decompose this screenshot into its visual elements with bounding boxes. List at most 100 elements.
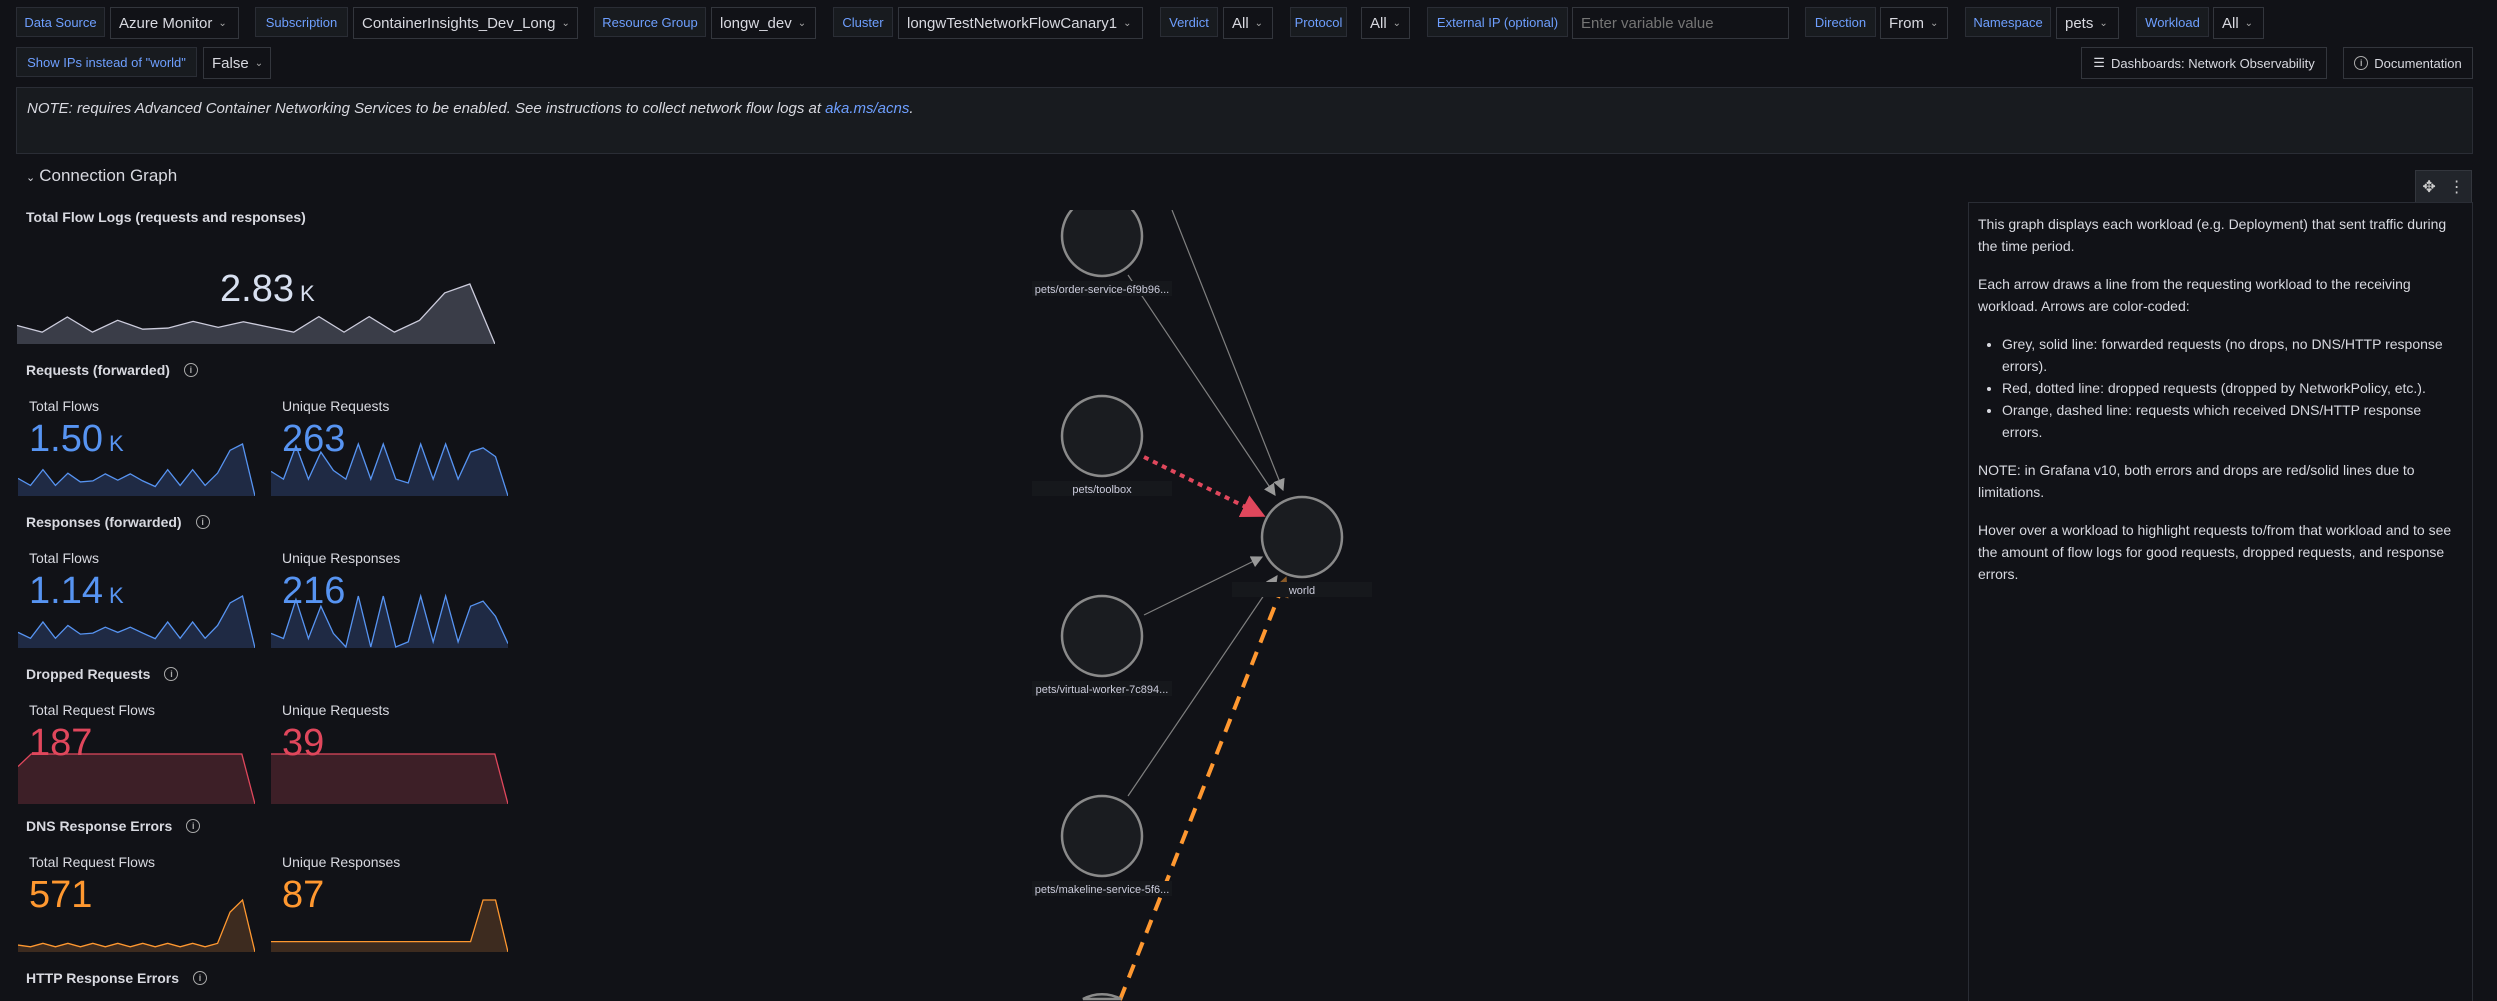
stat-label: Unique Requests	[282, 398, 390, 414]
external-ip-input[interactable]	[1572, 7, 1789, 39]
stat-label: Unique Responses	[282, 550, 401, 566]
node-label-background	[1032, 281, 1172, 296]
connection-graph[interactable]: pets/order-service-6f9b96... pets/toolbox…	[520, 210, 1960, 1001]
data-source-label: Data Source	[16, 7, 105, 37]
stat-label: Total Request Flows	[29, 854, 156, 870]
namespace-select[interactable]: pets ⌄	[2056, 7, 2119, 39]
namespace-label: Namespace	[1965, 7, 2051, 37]
protocol-select[interactable]: All ⌄	[1361, 7, 1410, 39]
panel-title-text: Requests (forwarded)	[26, 362, 170, 378]
chevron-down-icon: ⌄	[2244, 17, 2254, 29]
node-label: pets/makeline-service-5f6...	[1035, 884, 1170, 896]
responses-sparkline	[18, 595, 255, 648]
verdict-label: Verdict	[1160, 7, 1218, 37]
node-label: pets/virtual-worker-7c894...	[1036, 684, 1169, 696]
edge-forwarded[interactable]	[1143, 556, 1264, 616]
sparkline-area	[271, 444, 508, 496]
stat-value: 571	[29, 876, 98, 919]
sparkline-line	[18, 595, 255, 648]
sparkline-area	[17, 284, 495, 344]
info-icon[interactable]: i	[193, 971, 208, 985]
show-ips-select[interactable]: False ⌄	[203, 47, 271, 79]
info-icon[interactable]: i	[186, 819, 201, 833]
stat-number: 39	[282, 722, 325, 764]
chevron-down-icon: ⌄	[26, 172, 36, 184]
acns-link[interactable]: aka.ms/acns	[825, 100, 910, 117]
chevron-down-icon: ⌄	[1930, 17, 1939, 29]
verdict-value: All	[1232, 14, 1249, 32]
data-source-select[interactable]: Azure Monitor ⌄	[110, 7, 239, 39]
stat-label: Total Flows	[29, 550, 100, 566]
edge-dropped[interactable]	[1143, 455, 1266, 517]
info-icon[interactable]: i	[195, 515, 210, 529]
note-text: NOTE: requires Advanced Container Networ…	[27, 100, 826, 117]
chevron-down-icon: ⌄	[1123, 17, 1132, 29]
edge-forwarded[interactable]	[1127, 274, 1276, 496]
cluster-label: Cluster	[833, 7, 893, 37]
graph-node[interactable]	[1082, 992, 1122, 1001]
subscription-select[interactable]: ContainerInsights_Dev_Long ⌄	[353, 7, 578, 39]
cluster-select[interactable]: longwTestNetworkFlowCanary1 ⌄	[898, 7, 1143, 39]
documentation-link-button[interactable]: i Documentation	[2343, 47, 2473, 79]
chevron-down-icon: ⌄	[2099, 17, 2108, 29]
stat-unit: K	[108, 431, 124, 456]
more-vertical-icon[interactable]: ⋮	[2448, 178, 2465, 196]
workload-value: All	[2222, 14, 2239, 32]
dropped-panel-title: Dropped Requests i	[26, 666, 179, 682]
verdict-select[interactable]: All ⌄	[1223, 7, 1273, 39]
direction-label: Direction	[1805, 7, 1876, 37]
stat-value: 187	[29, 724, 98, 767]
dashboards-link-button[interactable]: ☰ Dashboards: Network Observability	[2081, 47, 2327, 79]
graph-node[interactable]	[1060, 794, 1144, 878]
stat-value: 2.83	[220, 268, 294, 310]
dropped-sparkline	[18, 753, 255, 804]
total-flow-logs-sparkline	[17, 283, 495, 344]
panel-title-text: Responses (forwarded)	[26, 514, 182, 530]
data-source-value: Azure Monitor	[119, 14, 213, 32]
edge-forwarded[interactable]	[1127, 575, 1278, 797]
show-ips-value: False	[212, 54, 249, 72]
legend-list: Grey, solid line: forwarded requests (no…	[1978, 333, 2463, 443]
stat-value: 1.50 K	[29, 420, 124, 463]
graph-node[interactable]	[1060, 594, 1144, 678]
graph-node[interactable]	[1060, 210, 1144, 278]
edge-error[interactable]	[1118, 576, 1289, 1001]
chevron-down-icon: ⌄	[1392, 17, 1402, 29]
workload-select[interactable]: All ⌄	[2213, 7, 2264, 39]
graph-node[interactable]	[1260, 495, 1344, 579]
stat-value: 87	[282, 876, 330, 919]
dns-panel-title: DNS Response Errors i	[26, 818, 201, 834]
description-p4: Hover over a workload to highlight reque…	[1978, 522, 2452, 582]
node-label-background	[1032, 881, 1172, 896]
dns-sparkline	[271, 899, 508, 952]
stat-label: Total Request Flows	[29, 702, 156, 718]
sparkline-line	[17, 283, 495, 344]
move-icon[interactable]: ✥	[2422, 178, 2436, 196]
direction-value: From	[1889, 14, 1924, 32]
workload-label: Workload	[2136, 7, 2209, 37]
stat-number: 87	[282, 874, 325, 916]
dns-sparkline	[18, 898, 255, 952]
legend-grey: Grey, solid line: forwarded requests (no…	[2002, 333, 2463, 377]
info-icon[interactable]: i	[164, 667, 179, 681]
stat-label: Unique Responses	[282, 854, 401, 870]
sparkline-line	[18, 898, 255, 952]
resource-group-select[interactable]: longw_dev ⌄	[711, 7, 816, 39]
chevron-down-icon: ⌄	[1254, 17, 1264, 29]
panel-title-text: HTTP Response Errors	[26, 970, 180, 986]
responses-panel-title: Responses (forwarded) i	[26, 514, 210, 530]
connection-graph-row-toggle[interactable]: ⌄ Connection Graph	[26, 166, 177, 186]
direction-select[interactable]: From ⌄	[1880, 7, 1948, 39]
graph-node[interactable]	[1060, 394, 1144, 478]
panel-title-text: Dropped Requests	[26, 666, 151, 682]
info-icon[interactable]: i	[183, 363, 198, 377]
documentation-link-label: Documentation	[2374, 55, 2462, 71]
stat-number: 1.50	[29, 418, 103, 460]
edge-forwarded[interactable]	[1171, 210, 1285, 492]
panel-title-text: DNS Response Errors	[26, 818, 173, 834]
node-label: pets/toolbox	[1072, 484, 1132, 496]
sparkline-line	[18, 443, 255, 496]
stat-number: 263	[282, 418, 346, 460]
stat-label: Unique Requests	[282, 702, 390, 718]
chevron-down-icon: ⌄	[218, 17, 227, 29]
